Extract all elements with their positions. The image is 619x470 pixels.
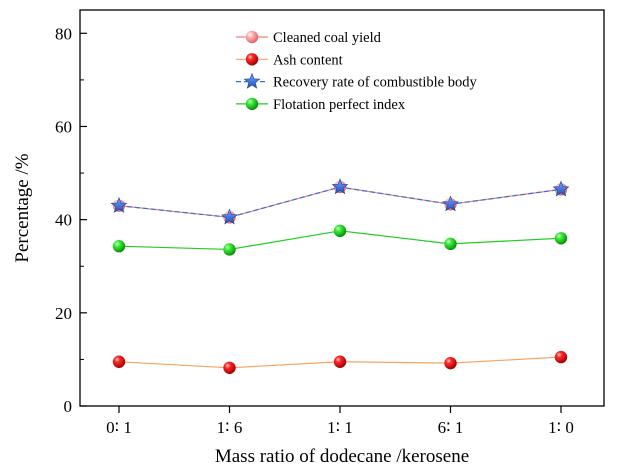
legend-item: Cleaned coal yield (236, 30, 382, 46)
x-axis-title: Mass ratio of dodecane /kerosene (215, 446, 469, 467)
data-point (333, 355, 347, 368)
legend: Cleaned coal yield Ash content Recovery ra… (236, 30, 477, 113)
data-point (442, 195, 459, 212)
y-tick-label: 20 (55, 304, 72, 323)
plot-frame (79, 9, 605, 407)
data-point (552, 180, 570, 197)
y-tick-label: 40 (55, 211, 72, 230)
x-tick-label: 0∶ 1 (106, 418, 132, 437)
y-tick-label: 60 (55, 117, 72, 136)
y-tick-label: 80 (55, 24, 72, 43)
data-point (331, 178, 349, 195)
legend-label: Ash content (273, 52, 343, 68)
data-point (223, 243, 236, 256)
legend-marker (245, 30, 259, 44)
legend-marker (245, 53, 259, 66)
legend-item: Flotation perfect index (236, 97, 406, 113)
data-point (333, 224, 347, 238)
data-point (444, 356, 457, 370)
legend-marker (243, 72, 261, 89)
data-point (554, 232, 568, 245)
y-axis-title: Percentage /% (12, 153, 33, 262)
series-3 (112, 224, 568, 256)
legend-marker (245, 97, 259, 111)
axes: 0 20 40 60 80 0∶ 1 1∶ 6 1∶ 1 6∶ 1 1∶ 0 (55, 24, 574, 437)
x-tick-label: 6∶ 1 (438, 418, 464, 437)
data-point (112, 240, 126, 253)
series-2 (110, 178, 570, 225)
y-tick-label: 0 (64, 397, 73, 416)
data-point (444, 237, 457, 251)
x-tick-label: 1∶ 0 (548, 418, 574, 437)
legend-label: Flotation perfect index (273, 97, 406, 113)
series-group (110, 178, 570, 374)
legend-item: Ash content (236, 52, 343, 68)
legend-item: Recovery rate of combustible body (236, 72, 477, 91)
data-point (110, 196, 128, 213)
series-1 (112, 350, 568, 374)
data-point (221, 208, 238, 225)
data-point (223, 361, 236, 374)
legend-label: Cleaned coal yield (273, 30, 382, 46)
x-tick-label: 1∶ 1 (327, 418, 353, 437)
legend-label: Recovery rate of combustible body (273, 75, 477, 91)
x-tick-label: 1∶ 6 (217, 418, 243, 437)
data-point (112, 355, 126, 368)
data-point (554, 350, 568, 364)
